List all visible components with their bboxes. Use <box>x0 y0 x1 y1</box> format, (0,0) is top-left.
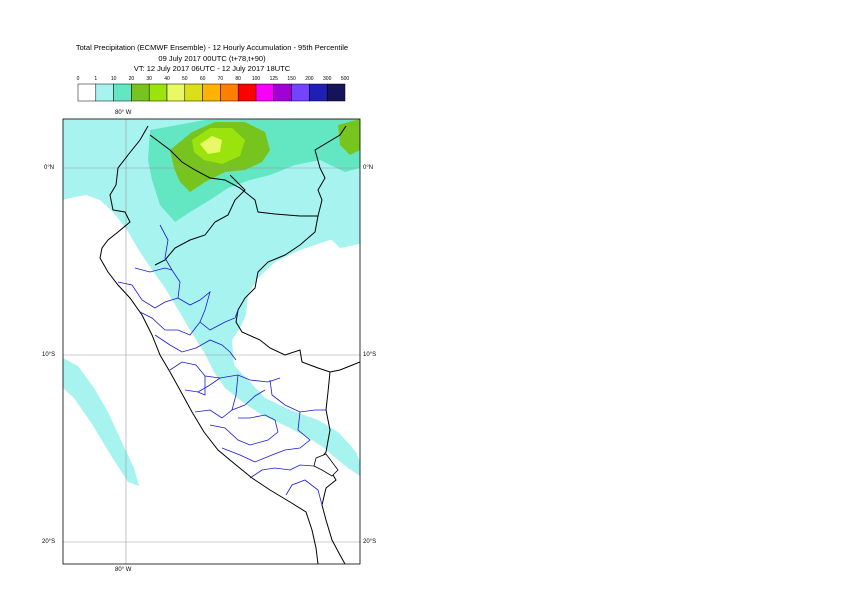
lake-titicaca <box>313 453 339 477</box>
legend-threshold-label: 70 <box>218 76 224 82</box>
peru-east-border <box>235 215 360 373</box>
legend-swatch <box>326 83 346 102</box>
precip-area-southwest <box>63 358 139 486</box>
legend-threshold-label: 60 <box>200 76 206 82</box>
legend-threshold-label: 10 <box>111 76 117 82</box>
legend-threshold-label: 80 <box>235 76 241 82</box>
admin-border <box>285 479 323 506</box>
admin-border <box>209 414 279 446</box>
admin-border <box>134 267 173 273</box>
lon-label-top: 80° W <box>115 110 132 116</box>
map-title: Total Precipitation (ECMWF Ensemble) - 1… <box>75 43 349 52</box>
legend-threshold-label: 100 <box>252 76 261 82</box>
admin-border <box>249 464 315 479</box>
legend-threshold-label: 1 <box>94 76 97 82</box>
precip-area-north <box>63 119 360 468</box>
legend-threshold-label: 500 <box>341 76 350 82</box>
admin-border <box>139 311 201 336</box>
coastline <box>99 125 319 564</box>
legend-threshold-label: 300 <box>323 76 332 82</box>
valid-time: VT: 12 July 2017 06UTC - 12 July 2017 18… <box>133 64 291 73</box>
legend-threshold-label: 30 <box>146 76 152 82</box>
admin-border <box>221 411 311 463</box>
color-legend: 0 1 10 20 30 40 50 60 70 80 100 125 150 200 300 500 <box>77 76 350 102</box>
lat-label-left-0: 0°N <box>44 165 55 171</box>
admin-border <box>231 374 239 411</box>
lat-label-right-10: 10°S <box>363 352 377 358</box>
precip-yellow-spot <box>200 136 222 154</box>
admin-border <box>117 281 179 309</box>
lat-label-left-20: 20°S <box>42 539 56 545</box>
map-frame <box>62 118 361 565</box>
legend-threshold-label: 150 <box>287 76 296 82</box>
admin-borders <box>117 224 326 506</box>
precip-area-east <box>330 228 360 248</box>
precip-green-east <box>338 119 360 155</box>
legend-threshold-label: 50 <box>182 76 188 82</box>
precip-fields <box>63 119 360 486</box>
graticule <box>63 119 360 564</box>
legend-threshold-label: 0 <box>77 76 80 82</box>
legend-threshold-label: 40 <box>164 76 170 82</box>
legend-threshold-label: 20 <box>129 76 135 82</box>
ecuador-colombia-border <box>149 125 347 217</box>
lat-label-right-20: 20°S <box>363 539 377 545</box>
admin-border <box>159 224 239 331</box>
admin-border <box>269 379 326 413</box>
legend-threshold-label: 200 <box>305 76 314 82</box>
lon-label-bottom: 80° W <box>115 567 132 573</box>
admin-border <box>154 334 237 361</box>
peru-northeast-border <box>154 174 246 266</box>
admin-border <box>184 377 221 393</box>
lat-label-left-10: 10°S <box>42 352 56 358</box>
lat-label-right-0: 0°N <box>363 165 374 171</box>
legend-threshold-label: 125 <box>270 76 279 82</box>
base-time: 09 July 2017 00UTC (t+78,t+90) <box>158 54 266 63</box>
admin-border <box>197 376 206 396</box>
